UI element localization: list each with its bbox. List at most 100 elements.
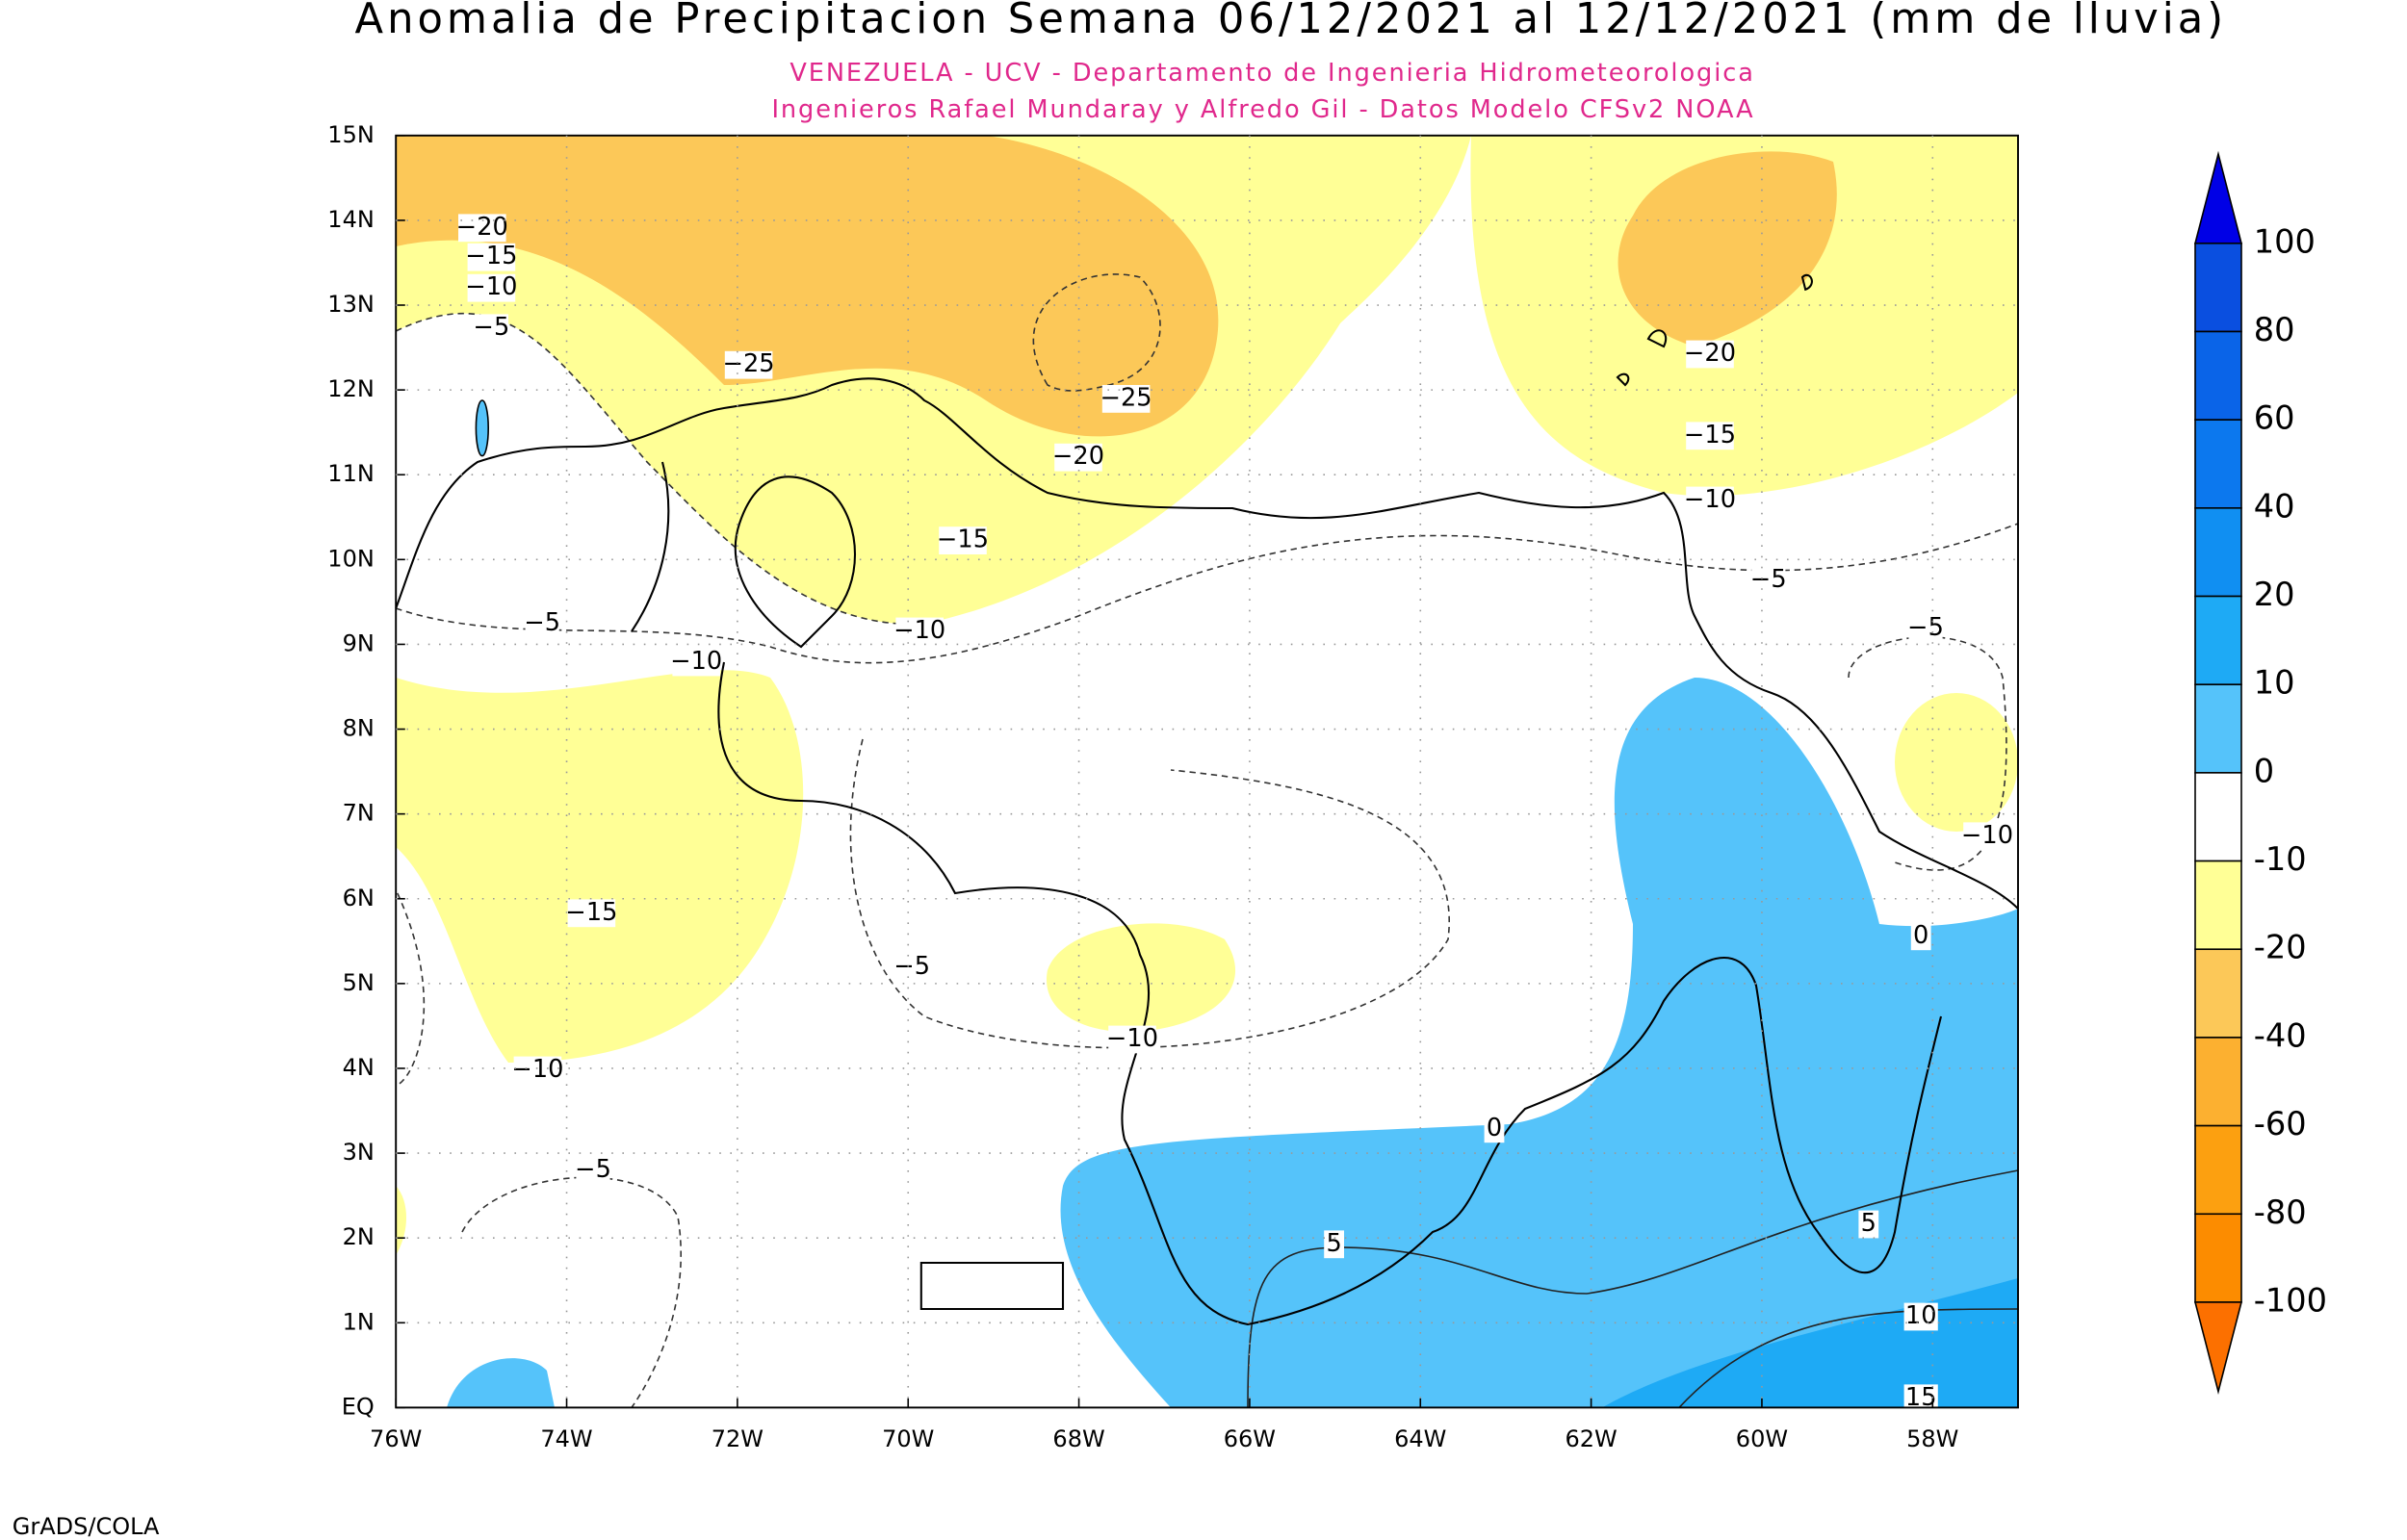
contour-label-bg [1686, 486, 1734, 515]
colorbar-label: -100 [2254, 1281, 2327, 1319]
contour-label: −20 [1684, 339, 1736, 368]
contour-label-bg [1858, 1210, 1879, 1239]
contour-label-bg [1908, 614, 1943, 643]
lat-label: 8N [343, 715, 375, 742]
lat-label: 7N [343, 800, 375, 827]
lat-label: 14N [327, 206, 375, 233]
lon-label: 76W [370, 1425, 422, 1452]
contour-label-bg [724, 350, 773, 379]
contour-label: −25 [1100, 383, 1152, 412]
colorbar-label: 100 [2254, 222, 2316, 260]
contour-label-bg [525, 609, 559, 638]
lat-label: 11N [327, 460, 375, 487]
contour-label: 5 [1326, 1229, 1341, 1258]
contour-label-bg [1963, 822, 2011, 851]
lat-label: 13N [327, 291, 375, 318]
colorbar-box [2194, 1037, 2242, 1127]
colorbar-label: 60 [2254, 399, 2295, 437]
contour-label: −10 [670, 647, 722, 676]
lat-label: EQ [342, 1393, 375, 1420]
contour-label: −15 [465, 242, 517, 270]
subtitle: VENEZUELA - UCV - Departamento de Ingeni… [789, 59, 1754, 88]
lat-label: 10N [327, 545, 375, 572]
colorbar-box [2194, 683, 2242, 774]
contour-labels: −20−15−10−5−25−25−20−15−10−5−10−15−10−5−… [456, 213, 2013, 1413]
contours [395, 273, 2019, 1408]
contour-label: −15 [1684, 421, 1736, 449]
colorbar-box [2194, 507, 2242, 598]
contour-label-bg [467, 243, 516, 271]
contour-label-bg [895, 617, 944, 646]
colorbar-box [2194, 330, 2242, 421]
lat-label: 2N [343, 1223, 375, 1250]
contour-label: −20 [456, 213, 508, 242]
colorbar-box [2194, 860, 2242, 951]
colorbar-box [2194, 243, 2242, 333]
colorbar-label: 80 [2254, 311, 2295, 348]
colorbar-box [2194, 1124, 2242, 1216]
lat-label: 3N [343, 1139, 375, 1166]
lat-label: 4N [343, 1054, 375, 1081]
contour-label-bg [672, 648, 720, 677]
lon-label: 58W [1906, 1425, 1958, 1452]
contour-label-bg [1054, 443, 1102, 472]
lat-label: 6N [343, 885, 375, 911]
lon-label: 64W [1394, 1425, 1446, 1452]
contour-label-bg [567, 899, 616, 928]
contour-label: −15 [937, 526, 989, 554]
contour-label: −20 [1052, 442, 1104, 471]
contour-label: −5 [893, 952, 930, 981]
colorbar-label: -60 [2254, 1105, 2307, 1142]
colorbar-label: -80 [2254, 1194, 2307, 1231]
contour-label-bg [1101, 385, 1151, 413]
lat-label: 9N [343, 629, 375, 656]
map-frame [395, 134, 2019, 1409]
contour-label-bg [1324, 1230, 1344, 1259]
contour-label-bg [576, 1156, 610, 1185]
colorbar-box [2194, 1213, 2242, 1303]
contour-label-bg [458, 214, 506, 243]
contour-label-bg [513, 1056, 562, 1085]
contour-label-bg [894, 953, 929, 982]
contour-label: −10 [893, 616, 945, 645]
colorbar-cap [2193, 150, 2243, 244]
colorbar-label: -20 [2254, 929, 2307, 966]
colorbar-label: 40 [2254, 487, 2295, 525]
colorbar-cap [2193, 1301, 2243, 1395]
contour-label: −10 [511, 1055, 563, 1084]
lat-label: 1N [343, 1308, 375, 1335]
contour-label: −10 [465, 272, 517, 301]
colorbar-box [2194, 948, 2242, 1039]
contour-label: −5 [1907, 613, 1944, 642]
contour-label-bg [1910, 922, 1931, 951]
contour-label-bg [1484, 1115, 1505, 1143]
contour-label: −5 [474, 313, 510, 342]
lon-label: 66W [1224, 1425, 1276, 1452]
contour-label: −5 [1750, 565, 1787, 594]
shading [396, 135, 2019, 1408]
contour-label: 0 [1487, 1114, 1502, 1142]
colorbar-label: -40 [2254, 1016, 2307, 1054]
lat-label: 12N [327, 375, 375, 402]
contour-label-bg [1108, 1025, 1156, 1054]
contour-label-bg [467, 273, 516, 302]
contour-label: 0 [1913, 921, 1928, 950]
contour-label-bg [1686, 340, 1734, 369]
colorbar-box [2194, 772, 2242, 862]
contour-label: −5 [524, 608, 560, 637]
contour-label: −10 [1106, 1024, 1158, 1053]
title: Anomalia de Precipitacion Semana 06/12/2… [355, 0, 2228, 43]
contour-label: −15 [565, 898, 617, 927]
lat-label: 5N [343, 969, 375, 996]
lon-label: 60W [1736, 1425, 1788, 1452]
credit: GrADS/COLA [13, 1513, 160, 1540]
contour-label-bg [1686, 422, 1734, 450]
lon-label: 62W [1565, 1425, 1617, 1452]
lon-label: 74W [540, 1425, 592, 1452]
colorbar-box [2194, 595, 2242, 686]
contour-label: −25 [723, 349, 775, 378]
contour-label: −10 [1961, 821, 2013, 850]
colorbar-label: 10 [2254, 664, 2295, 702]
contour-label: 5 [1861, 1209, 1876, 1238]
